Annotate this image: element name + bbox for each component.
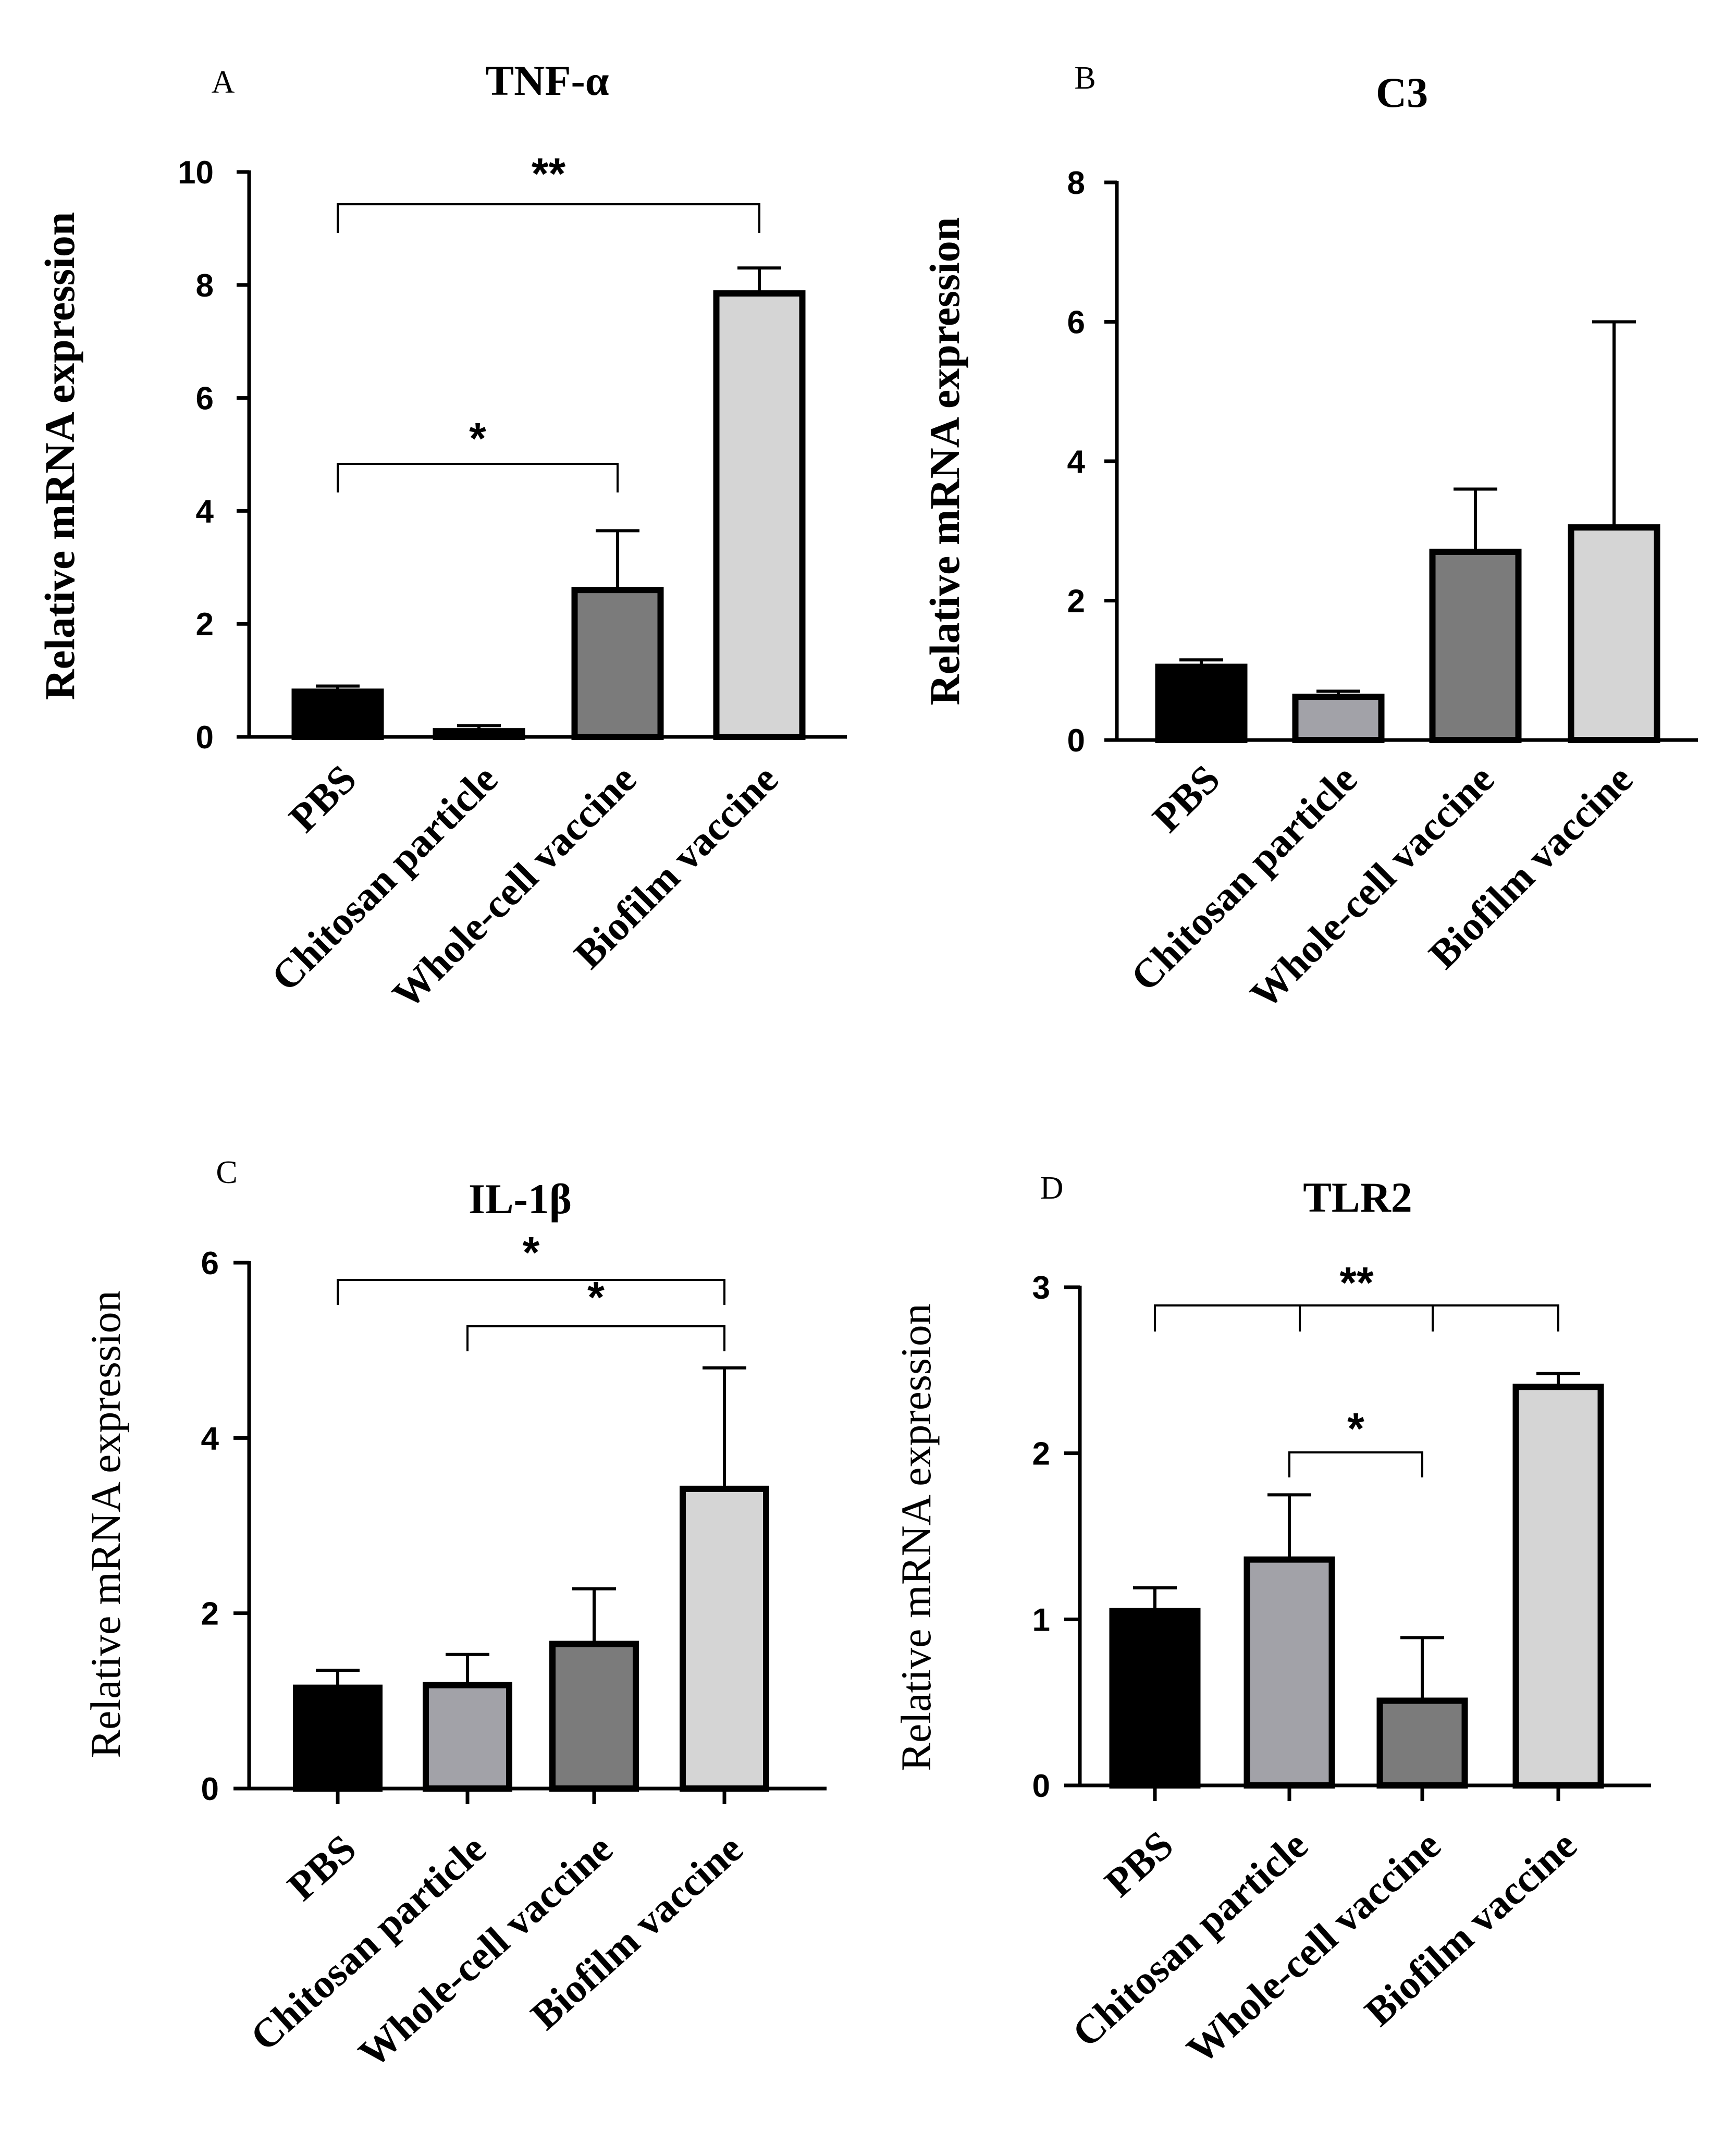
significance-label: * bbox=[523, 1228, 540, 1277]
x-tick-label: Whole-cell vaccine bbox=[384, 756, 645, 1017]
bar-whole-cell-vaccine bbox=[1376, 1697, 1468, 1789]
bar-whole-cell-vaccine bbox=[571, 587, 664, 741]
chart-title: TNF-α bbox=[485, 57, 609, 104]
x-tick-label: Chitosan particle bbox=[241, 1826, 494, 2060]
y-tick-label: 4 bbox=[196, 494, 214, 529]
panel-c: C IL-1β Relative mRNA expression 0 2 4 6 PBSChi… bbox=[82, 1155, 827, 2076]
significance-label: ** bbox=[1339, 1258, 1374, 1307]
x-tick-label: PBS bbox=[1096, 1822, 1182, 1905]
y-axis-label: Relative mRNA expression bbox=[892, 1303, 940, 1771]
panel-letter: B bbox=[1074, 60, 1095, 96]
chart-title: IL-1β bbox=[469, 1175, 572, 1223]
panel-letter: D bbox=[1040, 1170, 1064, 1206]
y-tick-label: 4 bbox=[1067, 444, 1086, 480]
significance-label: * bbox=[587, 1273, 605, 1322]
x-tick-label: Chitosan particle bbox=[1122, 756, 1366, 1000]
bar-whole-cell-vaccine bbox=[549, 1641, 639, 1792]
panel-d: D TLR2 Relative mRNA expression 0 1 2 3 PBSChit… bbox=[892, 1170, 1651, 2073]
x-tick-label: PBS bbox=[279, 1826, 365, 1909]
y-tick-label: 0 bbox=[201, 1771, 219, 1807]
bar-whole-cell-vaccine bbox=[1429, 548, 1522, 743]
y-tick-label: 4 bbox=[201, 1421, 219, 1457]
x-tick-label: Chitosan particle bbox=[1063, 1822, 1316, 2056]
chart-title: C3 bbox=[1376, 69, 1428, 116]
panel-letter: A bbox=[212, 65, 235, 100]
y-axis-label: Relative mRNA expression bbox=[36, 212, 83, 700]
bar-chitosan-particle bbox=[423, 1682, 512, 1792]
y-tick-label: 6 bbox=[196, 381, 214, 417]
bar-biofilm-vaccine bbox=[713, 290, 806, 740]
panel-letter: C bbox=[216, 1155, 237, 1190]
y-tick-label: 1 bbox=[1032, 1602, 1050, 1638]
x-tick-label: Whole-cell vaccine bbox=[1241, 756, 1503, 1017]
y-tick-label: 0 bbox=[1032, 1768, 1050, 1804]
y-tick-label: 0 bbox=[196, 720, 214, 756]
bar-biofilm-vaccine bbox=[680, 1485, 769, 1792]
significance-label: ** bbox=[532, 149, 566, 198]
significance-label: * bbox=[469, 414, 486, 463]
bar-chitosan-particle bbox=[1243, 1556, 1335, 1789]
bar-chitosan-particle bbox=[433, 728, 525, 741]
y-axis-label: Relative mRNA expression bbox=[921, 217, 968, 706]
y-tick-label: 6 bbox=[201, 1246, 219, 1281]
y-tick-label: 2 bbox=[1032, 1436, 1050, 1472]
x-tick-label: PBS bbox=[1143, 756, 1228, 841]
x-tick-label: PBS bbox=[280, 756, 365, 841]
bar-biofilm-vaccine bbox=[1512, 1384, 1604, 1789]
panel-b: B C3 Relative mRNA expression 0 2 4 6 8 PBSChito… bbox=[921, 60, 1698, 1017]
y-tick-label: 0 bbox=[1067, 723, 1085, 759]
y-tick-label: 3 bbox=[1032, 1270, 1050, 1306]
y-tick-label: 2 bbox=[201, 1596, 219, 1632]
x-tick-label: Whole-cell vaccine bbox=[1178, 1822, 1449, 2073]
bar-pbs bbox=[293, 1684, 383, 1792]
y-tick-label: 6 bbox=[1067, 305, 1085, 341]
bar-chitosan-particle bbox=[1292, 694, 1385, 743]
chart-title: TLR2 bbox=[1303, 1174, 1412, 1221]
bar-pbs bbox=[1109, 1608, 1201, 1789]
y-axis-label: Relative mRNA expression bbox=[82, 1290, 129, 1758]
y-tick-label: 8 bbox=[1067, 165, 1085, 201]
panel-a: A TNF-α Relative mRNA expression 0 2 4 6 8 10 PBS… bbox=[36, 57, 847, 1017]
significance-label: * bbox=[1347, 1404, 1364, 1453]
bar-pbs bbox=[1155, 663, 1248, 743]
y-tick-label: 2 bbox=[196, 607, 214, 643]
y-tick-label: 2 bbox=[1067, 584, 1085, 620]
y-tick-label: 8 bbox=[196, 268, 214, 304]
bar-biofilm-vaccine bbox=[1568, 524, 1660, 743]
bar-pbs bbox=[291, 688, 384, 741]
y-tick-label: 10 bbox=[178, 155, 214, 191]
